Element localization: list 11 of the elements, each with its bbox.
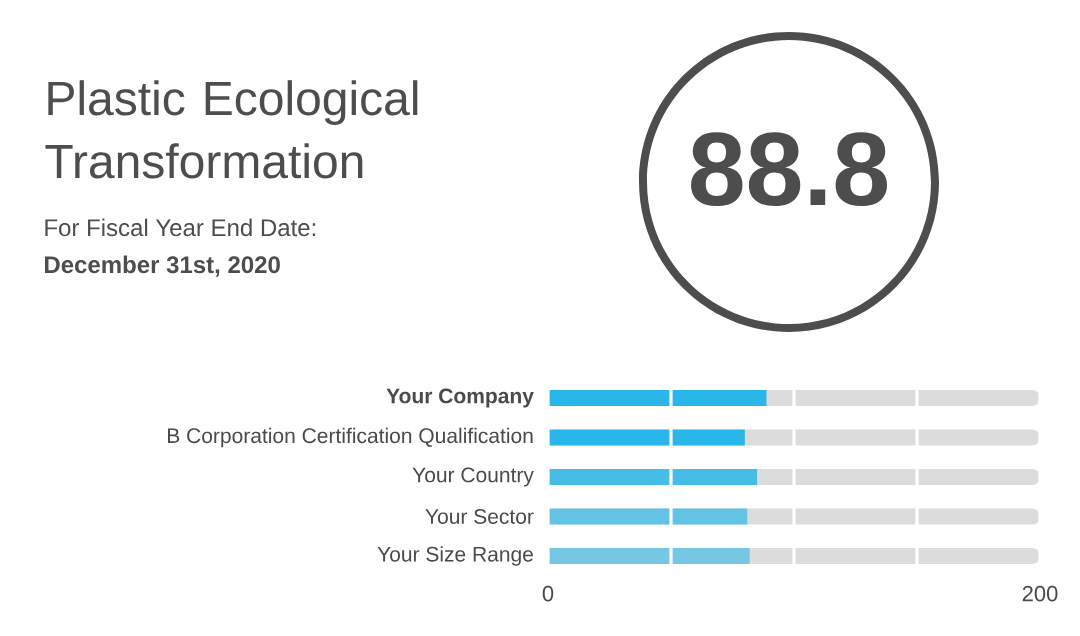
text: For Fiscal Year End Date: [45, 218, 316, 237]
text: 88.8 [691, 132, 887, 206]
x-tick-label: 200 [1022, 585, 1058, 602]
y-tick-label: Your Company [386, 388, 534, 408]
chart-title: Plastic Ecological Transformation [45, 80, 418, 179]
y-tick-label: Your Size Range [377, 546, 533, 566]
y-tick-label: Your Country [412, 467, 534, 487]
y-tick-label: Your Sector [425, 509, 534, 524]
text: December 31st, 2020 [45, 255, 280, 277]
y-tick-label: B Corporation Certification Qualification [167, 427, 533, 448]
x-tick-label: 0 [542, 585, 554, 602]
